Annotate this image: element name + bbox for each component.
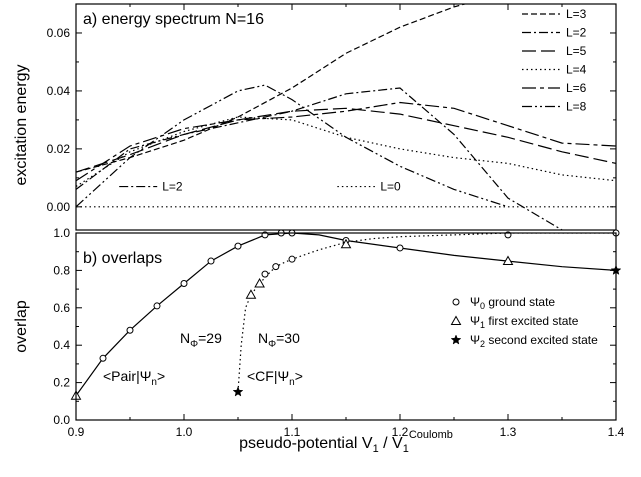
circle-marker — [207, 257, 215, 265]
annotation-label: L=0 — [380, 180, 401, 194]
series-line-l5 — [76, 107, 616, 173]
legend-psi: Ψ — [470, 333, 480, 347]
triangle-marker — [245, 289, 257, 299]
y-tick-label: 1.0 — [53, 226, 70, 240]
x-label-sub: 1 — [373, 443, 379, 455]
x-tick-label: 0.9 — [68, 425, 85, 439]
annotation-sub: Φ — [190, 339, 198, 350]
y-tick-label: 0.4 — [53, 338, 70, 352]
circle-marker — [288, 255, 296, 263]
series-line-l4 — [76, 116, 616, 188]
annotation-cf: <CF|Ψn> — [247, 368, 303, 388]
series-line-l3 — [76, 4, 468, 173]
legend-star-marker — [450, 334, 462, 345]
panel-a-title: a) energy spectrum N=16 — [83, 11, 264, 28]
annotation-pre: <Pair|Ψ — [103, 368, 151, 384]
triangle-marker — [502, 255, 514, 266]
legend-psi: Ψ — [470, 295, 480, 309]
annotation-nphi29: NΦ=29 — [180, 330, 222, 350]
annotation-nphi30: NΦ=30 — [258, 330, 300, 350]
circle-marker — [261, 270, 269, 278]
legend-label: L=4 — [566, 63, 587, 77]
y-tick-label: 0.06 — [47, 26, 71, 40]
energy-spectrum-panel: 0.00 0.02 0.04 0.06 a) energy spectrum N=16 e… — [13, 3, 617, 231]
legend-entry-label: Ψ0 ground state — [470, 295, 555, 311]
annotation-sub: Φ — [268, 339, 276, 350]
overlaps-panel: 0.0 0.2 0.4 0.6 0.8 1.0 0.9 1.0 1.1 1.2 1.3 1.4 b) o… — [13, 226, 625, 455]
annotation-post: =29 — [198, 330, 222, 346]
annotation-pair: <Pair|Ψn> — [103, 368, 165, 388]
legend-label: L=8 — [566, 100, 587, 114]
legend-desc: first excited state — [485, 314, 579, 328]
legend-circle-marker — [452, 298, 460, 306]
panel-b-title: b) overlaps — [83, 250, 162, 267]
annotation-post: =30 — [276, 330, 300, 346]
legend-label: L=2 — [566, 26, 587, 40]
legend-desc: ground state — [485, 295, 555, 309]
annotation-pre: <CF|Ψ — [247, 368, 289, 384]
legend-psi-sub: 0 — [480, 301, 485, 311]
annotation-post: > — [157, 368, 165, 384]
legend-label: L=5 — [566, 44, 587, 58]
panel-a-y-label: excitation energy — [13, 65, 30, 186]
legend-triangle-marker — [450, 315, 462, 325]
circle-marker — [180, 279, 188, 287]
panel-a-legend: L=3 L=2 L=5 L=4 L=6 L=8 — [522, 7, 587, 114]
y-tick-label: 0.2 — [53, 376, 70, 390]
circle-marker — [153, 302, 161, 310]
legend-label: L=3 — [566, 7, 587, 21]
x-tick-label: 1.3 — [500, 425, 517, 439]
annotation-post: > — [295, 368, 303, 384]
y-tick-label: 0.0 — [53, 413, 70, 427]
y-tick-label: 0.04 — [47, 84, 71, 98]
x-label-mid: / V — [379, 435, 403, 452]
series-line-l8 — [76, 84, 509, 208]
annotation-label: L=2 — [162, 180, 183, 194]
annotation-pre: N — [180, 330, 190, 346]
x-axis-label: pseudo-potential V1 / V1Coulomb — [239, 429, 453, 455]
legend-entry-label: Ψ1 first excited state — [470, 314, 579, 330]
legend-entry-label: Ψ2 second excited state — [470, 333, 598, 349]
star-marker — [232, 386, 244, 397]
x-tick-label: 1.2 — [392, 425, 409, 439]
panel-b-y-label: overlap — [13, 300, 30, 353]
x-tick-label: 1.1 — [284, 425, 301, 439]
x-label-main: pseudo-potential V — [239, 435, 373, 452]
legend-label: L=6 — [566, 81, 587, 95]
y-tick-label: 0.00 — [47, 200, 71, 214]
circle-marker — [234, 242, 242, 250]
annotation-sub: n — [289, 377, 295, 388]
series-line-l2 — [76, 87, 565, 230]
x-label-sup: Coulomb — [409, 429, 453, 441]
series-line-l6 — [76, 101, 616, 182]
panel-a-series — [76, 4, 616, 230]
circle-marker — [99, 354, 107, 362]
circle-marker — [272, 263, 280, 271]
legend-desc: second excited state — [485, 333, 598, 347]
x-label-sub2: 1 — [403, 443, 409, 455]
x-tick-label: 1.4 — [608, 425, 625, 439]
y-tick-label: 0.02 — [47, 142, 71, 156]
circle-marker — [126, 326, 134, 334]
circle-marker — [396, 244, 404, 252]
legend-psi: Ψ — [470, 314, 480, 328]
legend-psi-sub: 2 — [480, 339, 485, 349]
legend-psi-sub: 1 — [480, 320, 485, 330]
triangle-marker — [254, 277, 265, 288]
annotation-pre: N — [258, 330, 268, 346]
x-tick-label: 1.0 — [176, 425, 193, 439]
triangle-marker — [340, 238, 352, 249]
y-tick-label: 0.8 — [53, 263, 70, 277]
panel-a-frame — [75, 3, 617, 231]
y-tick-label: 0.6 — [53, 301, 70, 315]
overlap-line-cf — [237, 233, 616, 392]
annotation-sub: n — [151, 377, 157, 388]
